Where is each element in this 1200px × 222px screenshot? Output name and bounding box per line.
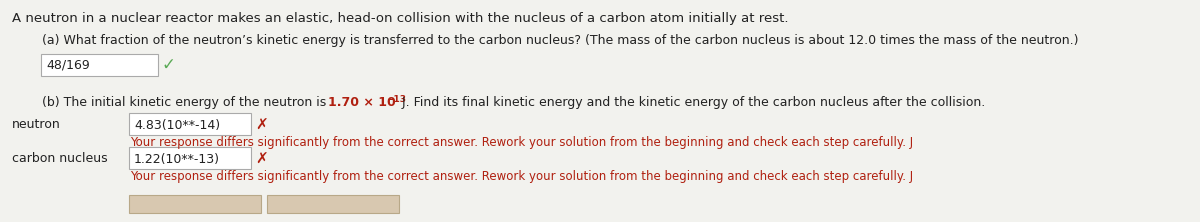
Text: −13: −13 <box>386 95 406 104</box>
Text: 4.83(10**-14): 4.83(10**-14) <box>134 119 220 131</box>
Text: ✓: ✓ <box>162 56 176 74</box>
Text: 48/169: 48/169 <box>46 59 90 71</box>
FancyBboxPatch shape <box>266 195 398 213</box>
Text: ✗: ✗ <box>256 151 268 166</box>
Text: A neutron in a nuclear reactor makes an elastic, head-on collision with the nucl: A neutron in a nuclear reactor makes an … <box>12 12 788 25</box>
Text: Your response differs significantly from the correct answer. Rework your solutio: Your response differs significantly from… <box>130 136 913 149</box>
Text: (a) What fraction of the neutron’s kinetic energy is transferred to the carbon n: (a) What fraction of the neutron’s kinet… <box>42 34 1079 47</box>
Text: Your response differs significantly from the correct answer. Rework your solutio: Your response differs significantly from… <box>130 170 913 183</box>
FancyBboxPatch shape <box>130 113 251 135</box>
Text: 1.70 × 10: 1.70 × 10 <box>328 96 396 109</box>
FancyBboxPatch shape <box>41 54 158 76</box>
Text: neutron: neutron <box>12 118 61 131</box>
Text: carbon nucleus: carbon nucleus <box>12 152 108 165</box>
Text: J. Find its final kinetic energy and the kinetic energy of the carbon nucleus af: J. Find its final kinetic energy and the… <box>398 96 985 109</box>
FancyBboxPatch shape <box>130 147 251 169</box>
Text: (b) The initial kinetic energy of the neutron is: (b) The initial kinetic energy of the ne… <box>42 96 330 109</box>
Text: 1.22(10**-13): 1.22(10**-13) <box>134 153 220 165</box>
Text: ✗: ✗ <box>256 117 268 133</box>
FancyBboxPatch shape <box>130 195 262 213</box>
